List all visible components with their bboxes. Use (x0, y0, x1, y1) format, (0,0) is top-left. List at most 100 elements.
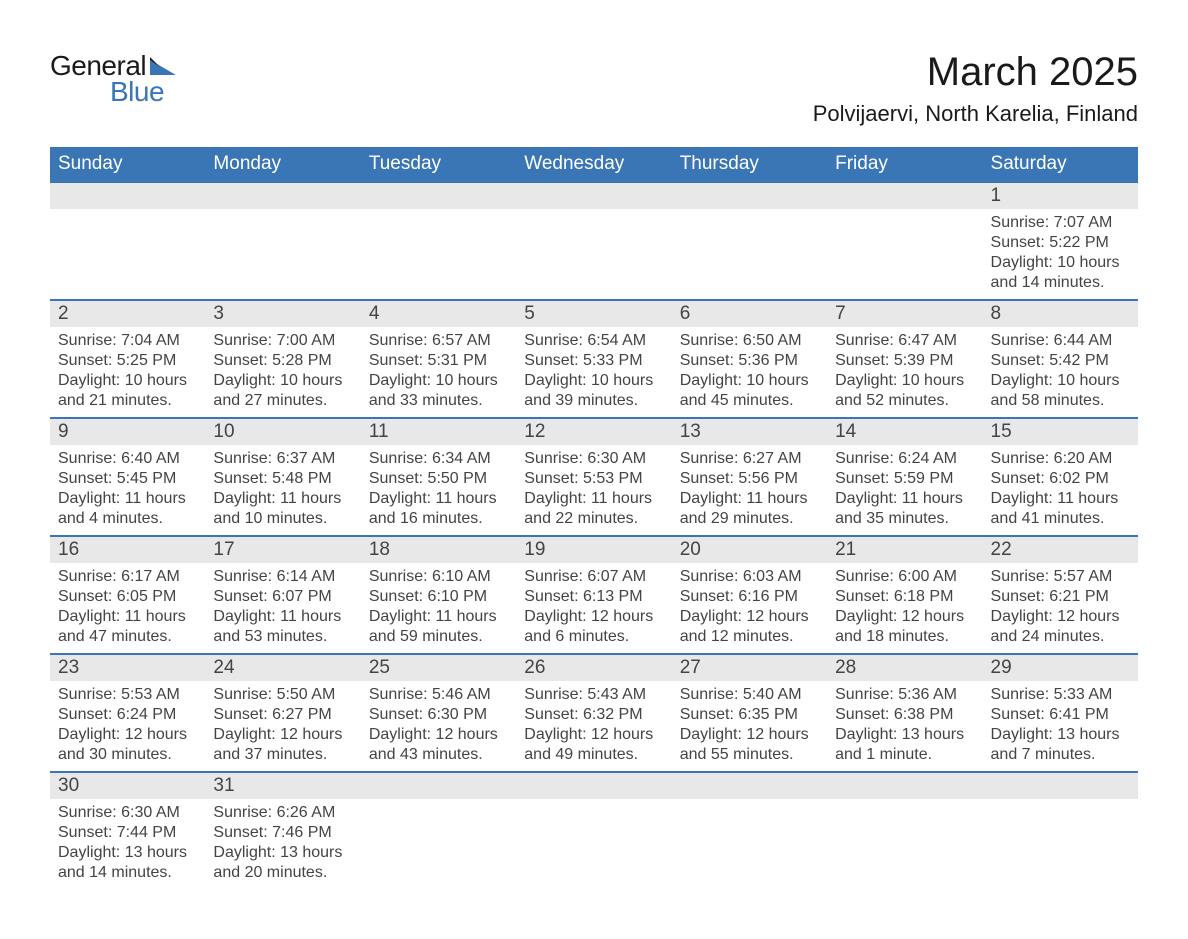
logo-flag-icon (150, 57, 176, 75)
day-number-cell: 22 (983, 536, 1138, 563)
daylight-text: Daylight: 11 hours and 10 minutes. (213, 489, 352, 529)
calendar-table: Sunday Monday Tuesday Wednesday Thursday… (50, 147, 1138, 889)
daylight-text: Daylight: 12 hours and 43 minutes. (369, 725, 508, 765)
day-detail-cell: Sunrise: 5:43 AMSunset: 6:32 PMDaylight:… (516, 681, 671, 772)
header-saturday: Saturday (983, 147, 1138, 182)
day-number-cell: 31 (205, 772, 360, 799)
day-detail-cell (827, 799, 982, 889)
daylight-text: Daylight: 13 hours and 1 minute. (835, 725, 974, 765)
sunset-text: Sunset: 6:41 PM (991, 705, 1130, 725)
daylight-text: Daylight: 12 hours and 6 minutes. (524, 607, 663, 647)
header-sunday: Sunday (50, 147, 205, 182)
sunset-text: Sunset: 6:05 PM (58, 587, 197, 607)
sunset-text: Sunset: 5:45 PM (58, 469, 197, 489)
daylight-text: Daylight: 12 hours and 55 minutes. (680, 725, 819, 765)
week-detail-row: Sunrise: 7:07 AMSunset: 5:22 PMDaylight:… (50, 209, 1138, 300)
day-detail-cell: Sunrise: 6:57 AMSunset: 5:31 PMDaylight:… (361, 327, 516, 418)
day-number-cell: 15 (983, 418, 1138, 445)
sunset-text: Sunset: 6:02 PM (991, 469, 1130, 489)
week-detail-row: Sunrise: 6:30 AMSunset: 7:44 PMDaylight:… (50, 799, 1138, 889)
header-tuesday: Tuesday (361, 147, 516, 182)
day-number-cell (672, 182, 827, 209)
sunrise-text: Sunrise: 5:40 AM (680, 685, 819, 705)
sunrise-text: Sunrise: 6:44 AM (991, 331, 1130, 351)
day-detail-cell: Sunrise: 5:40 AMSunset: 6:35 PMDaylight:… (672, 681, 827, 772)
sunrise-text: Sunrise: 5:50 AM (213, 685, 352, 705)
sunrise-text: Sunrise: 5:43 AM (524, 685, 663, 705)
day-detail-cell (516, 799, 671, 889)
week-detail-row: Sunrise: 6:40 AMSunset: 5:45 PM Daylight:… (50, 445, 1138, 536)
sunrise-text: Sunrise: 5:57 AM (991, 567, 1130, 587)
day-number-cell: 6 (672, 300, 827, 327)
sunrise-text: Sunrise: 6:00 AM (835, 567, 974, 587)
day-number-cell: 27 (672, 654, 827, 681)
day-detail-cell: Sunrise: 5:36 AMSunset: 6:38 PMDaylight:… (827, 681, 982, 772)
logo: General Blue (50, 50, 176, 108)
day-number-cell: 12 (516, 418, 671, 445)
daylight-text: Daylight: 11 hours and 22 minutes. (524, 489, 663, 529)
day-detail-cell: Sunrise: 6:17 AMSunset: 6:05 PMDaylight:… (50, 563, 205, 654)
sunset-text: Sunset: 6:32 PM (524, 705, 663, 725)
week-detail-row: Sunrise: 7:04 AMSunset: 5:25 PM Daylight:… (50, 327, 1138, 418)
sunset-text: Sunset: 5:22 PM (991, 233, 1130, 253)
sunrise-text: Sunrise: 5:46 AM (369, 685, 508, 705)
sunset-text: Sunset: 6:10 PM (369, 587, 508, 607)
daylight-text: Daylight: 13 hours and 14 minutes. (58, 843, 197, 883)
header: General Blue March 2025 Polvijaervi, Nor… (50, 50, 1138, 127)
sunrise-text: Sunrise: 6:26 AM (213, 803, 352, 823)
sunset-text: Sunset: 5:53 PM (524, 469, 663, 489)
day-number-cell: 2 (50, 300, 205, 327)
page-title: March 2025 (813, 50, 1138, 95)
sunrise-text: Sunrise: 6:27 AM (680, 449, 819, 469)
sunset-text: Sunset: 5:25 PM (58, 351, 197, 371)
sunset-text: Sunset: 6:16 PM (680, 587, 819, 607)
sunrise-text: Sunrise: 7:07 AM (991, 213, 1130, 233)
day-detail-cell (672, 209, 827, 300)
sunrise-text: Sunrise: 6:24 AM (835, 449, 974, 469)
daylight-text: Daylight: 10 hours and 14 minutes. (991, 253, 1130, 293)
daylight-text: Daylight: 11 hours and 47 minutes. (58, 607, 197, 647)
day-detail-cell: Sunrise: 6:14 AMSunset: 6:07 PMDaylight:… (205, 563, 360, 654)
sunset-text: Sunset: 5:56 PM (680, 469, 819, 489)
day-number-cell: 10 (205, 418, 360, 445)
day-number-cell: 24 (205, 654, 360, 681)
day-detail-cell: Sunrise: 6:47 AMSunset: 5:39 PMDaylight:… (827, 327, 982, 418)
day-number-cell: 26 (516, 654, 671, 681)
day-detail-cell (672, 799, 827, 889)
day-detail-cell: Sunrise: 7:07 AMSunset: 5:22 PMDaylight:… (983, 209, 1138, 300)
sunrise-text: Sunrise: 6:30 AM (58, 803, 197, 823)
day-number-cell: 1 (983, 182, 1138, 209)
sunset-text: Sunset: 6:24 PM (58, 705, 197, 725)
day-detail-cell: Sunrise: 7:04 AMSunset: 5:25 PMDaylight:… (50, 327, 205, 418)
sunrise-text: Sunrise: 6:37 AM (213, 449, 352, 469)
day-number-cell: 21 (827, 536, 982, 563)
daylight-text: Daylight: 11 hours and 41 minutes. (991, 489, 1130, 529)
day-detail-cell: Sunrise: 6:24 AMSunset: 5:59 PMDaylight:… (827, 445, 982, 536)
sunrise-text: Sunrise: 6:07 AM (524, 567, 663, 587)
daylight-text: Daylight: 12 hours and 24 minutes. (991, 607, 1130, 647)
week-number-row: 3031 (50, 772, 1138, 799)
sunset-text: Sunset: 6:35 PM (680, 705, 819, 725)
day-detail-cell: Sunrise: 6:10 AMSunset: 6:10 PMDaylight:… (361, 563, 516, 654)
sunset-text: Sunset: 6:18 PM (835, 587, 974, 607)
day-number-cell: 25 (361, 654, 516, 681)
day-number-cell: 20 (672, 536, 827, 563)
sunrise-text: Sunrise: 6:50 AM (680, 331, 819, 351)
sunrise-text: Sunrise: 7:04 AM (58, 331, 197, 351)
daylight-text: Daylight: 10 hours and 39 minutes. (524, 371, 663, 411)
sunrise-text: Sunrise: 6:20 AM (991, 449, 1130, 469)
sunrise-text: Sunrise: 6:40 AM (58, 449, 197, 469)
day-detail-cell: Sunrise: 6:03 AMSunset: 6:16 PMDaylight:… (672, 563, 827, 654)
week-number-row: 16171819202122 (50, 536, 1138, 563)
day-number-cell: 7 (827, 300, 982, 327)
daylight-text: Daylight: 10 hours and 33 minutes. (369, 371, 508, 411)
day-detail-cell: Sunrise: 5:46 AMSunset: 6:30 PMDaylight:… (361, 681, 516, 772)
day-detail-cell (50, 209, 205, 300)
daylight-text: Daylight: 11 hours and 29 minutes. (680, 489, 819, 529)
day-detail-cell: Sunrise: 6:40 AMSunset: 5:45 PMDaylight:… (50, 445, 205, 536)
week-number-row: 1 (50, 182, 1138, 209)
day-header-row: Sunday Monday Tuesday Wednesday Thursday… (50, 147, 1138, 182)
day-detail-cell (205, 209, 360, 300)
day-number-cell (50, 182, 205, 209)
week-detail-row: Sunrise: 6:17 AMSunset: 6:05 PMDaylight:… (50, 563, 1138, 654)
